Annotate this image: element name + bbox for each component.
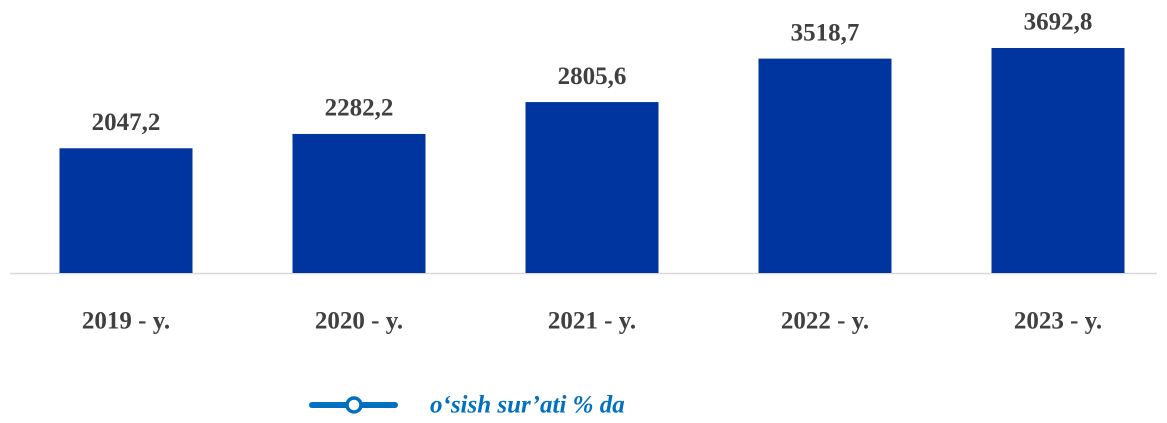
data-label: 3692,8	[1024, 9, 1093, 36]
legend-marker	[345, 396, 363, 414]
x-tick-label: 2023 - y.	[1014, 308, 1102, 335]
bar	[292, 133, 426, 273]
data-label: 2282,2	[325, 95, 394, 122]
legend-label: o‘sish sur’ati % da	[430, 392, 625, 419]
x-tick-label: 2021 - y.	[548, 308, 636, 335]
bar	[525, 102, 659, 273]
bar	[991, 48, 1125, 273]
x-tick-label: 2022 - y.	[781, 308, 869, 335]
data-label: 3518,7	[791, 19, 860, 46]
data-label: 2047,2	[92, 109, 161, 136]
bar	[59, 148, 193, 273]
data-label: 2805,6	[558, 63, 627, 90]
x-tick-label: 2020 - y.	[315, 308, 403, 335]
bar	[758, 58, 892, 273]
x-tick-label: 2019 - y.	[82, 308, 170, 335]
